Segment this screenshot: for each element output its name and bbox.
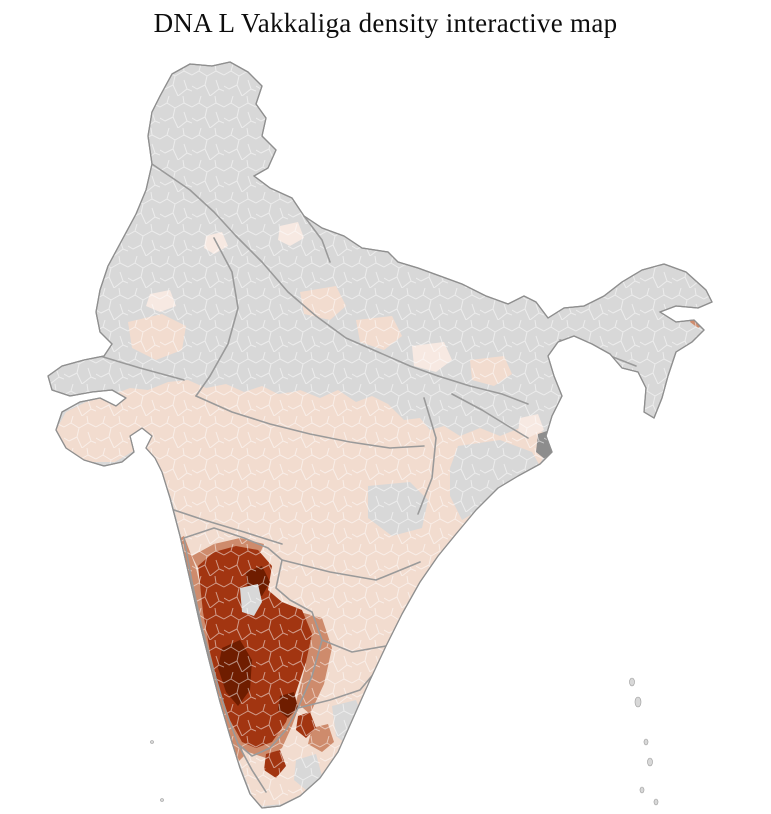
district-borders-layer <box>48 62 712 808</box>
map-title: DNA L Vakkaliga density interactive map <box>153 8 618 38</box>
district-cluster-tripura[interactable] <box>610 378 634 402</box>
islands[interactable] <box>150 677 659 806</box>
state-borders-layer <box>99 163 637 793</box>
district-cluster-ap-coast[interactable] <box>414 586 442 616</box>
